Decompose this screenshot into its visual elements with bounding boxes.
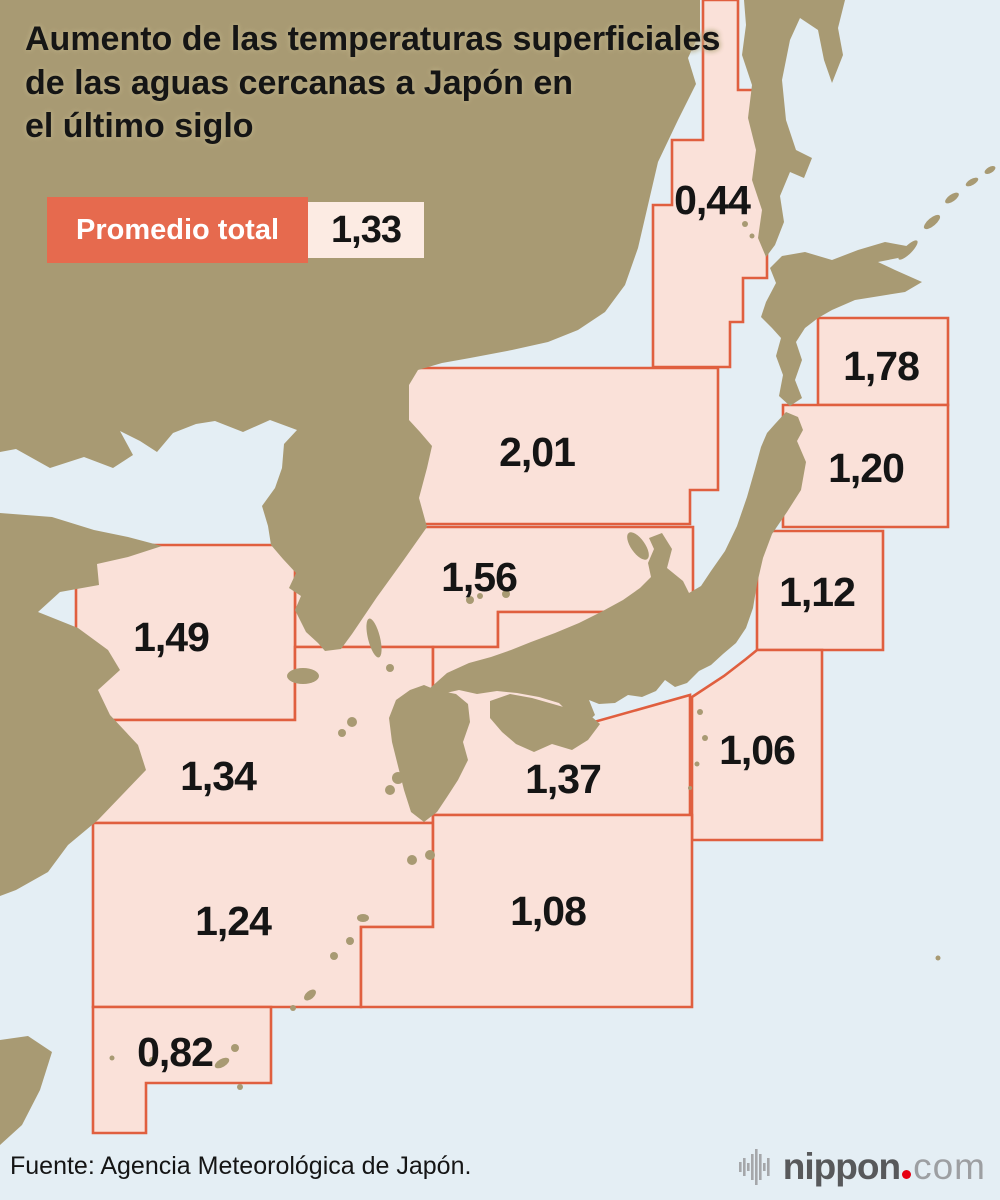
source-note: Fuente: Agencia Meteorológica de Japón. (10, 1152, 472, 1180)
region-value-pacific-izu: 1,06 (719, 727, 795, 773)
region-value-pacific-kanto: 1,12 (779, 569, 855, 615)
average-badge-value: 1,33 (308, 202, 424, 258)
title-line: el último siglo (25, 107, 254, 146)
region-pacific-kanto (755, 529, 885, 652)
region-value-sea-japan-central: 1,56 (441, 554, 517, 600)
shikoku-island (490, 694, 600, 752)
region-value-labels: 0,44 2,01 1,78 1,20 1,56 1,12 1,49 1,34 1,37 1,06… (133, 177, 920, 1075)
land-masses (0, 0, 996, 1145)
title-line: Aumento de las temperaturas superficiale… (25, 20, 721, 58)
average-badge-label: Promedio total (47, 197, 308, 263)
china-coast (0, 513, 162, 896)
region-value-east-china-south: 0,82 (137, 1029, 213, 1075)
region-east-china-south (91, 1005, 273, 1135)
logo-dot (902, 1170, 912, 1179)
honshu-island (429, 412, 806, 725)
kyushu-island (389, 685, 470, 822)
title-line: de las aguas cercanas a Japón en (25, 63, 574, 102)
region-value-pacific-shikoku: 1,37 (525, 756, 601, 802)
taiwan-island (0, 1036, 52, 1145)
kuril-islands (877, 166, 996, 286)
region-sea-okhotsk-west (651, 0, 769, 369)
mainland-asia (0, 0, 700, 651)
region-pacific-izu (690, 648, 824, 842)
region-value-pacific-southwest: 1,08 (510, 888, 586, 934)
region-value-yellow-sea: 1,49 (133, 614, 209, 660)
region-pacific-southwest (359, 813, 694, 1009)
logo-tld: com (913, 1146, 986, 1187)
region-value-pacific-tohoku: 1,20 (828, 445, 904, 491)
region-value-sea-okhotsk-west: 0,44 (674, 177, 751, 223)
region-value-pacific-hokkaido: 1,78 (843, 343, 919, 389)
region-value-east-china-north: 1,34 (180, 753, 257, 799)
page-title: Aumento de las temperaturas superficiale… (25, 18, 885, 149)
nippon-logo: nippon com (738, 1146, 986, 1188)
region-value-east-china-central: 1,24 (195, 898, 272, 944)
sound-bars-icon (738, 1149, 770, 1185)
small-islands (109, 221, 941, 1090)
average-badge: Promedio total 1,33 (47, 197, 424, 263)
sakhalin-island (742, 0, 845, 257)
region-value-sea-japan-north: 2,01 (499, 429, 575, 475)
logo-name: nippon (782, 1146, 901, 1187)
